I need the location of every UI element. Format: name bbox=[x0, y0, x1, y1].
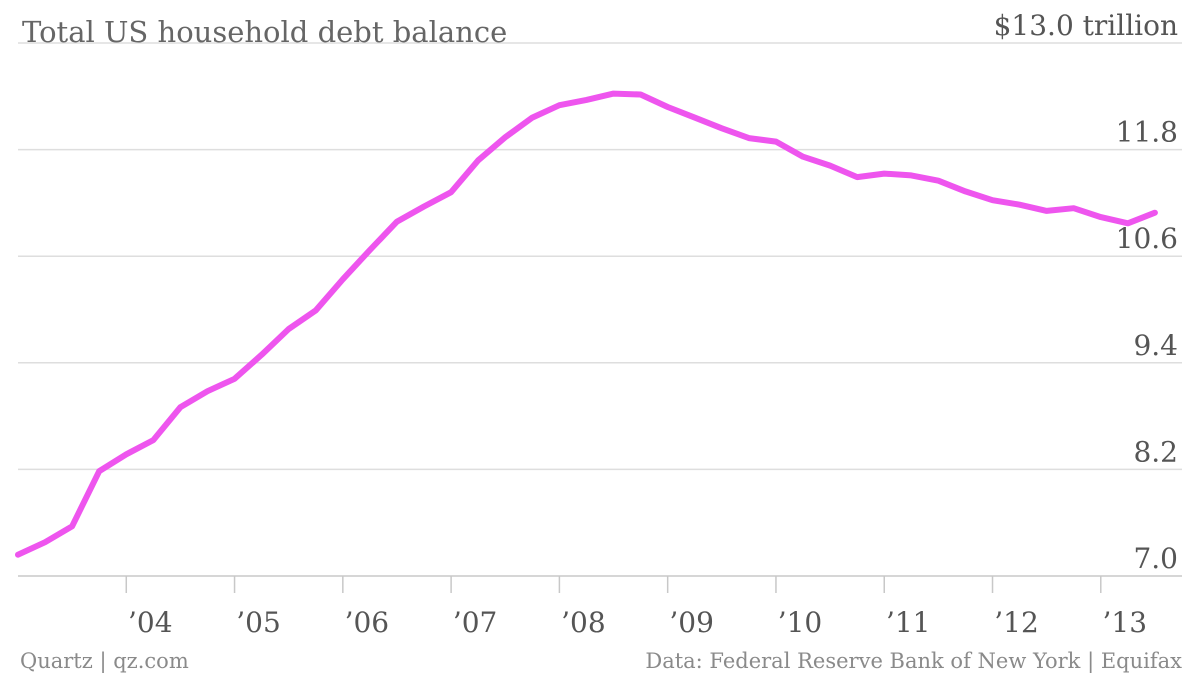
series-lines bbox=[15, 90, 1158, 558]
y-axis-tick-labels: 7.0 8.2 9.4 10.6 11.8 $13.0 trillion bbox=[994, 9, 1178, 575]
x-tick-label: ’04 bbox=[128, 606, 173, 639]
y-tick-label: 10.6 bbox=[1116, 222, 1178, 255]
x-tick-label: ’11 bbox=[886, 606, 931, 639]
x-axis-tick-labels: ’04 ’05 ’06 ’07 ’08 ’09 ’10 ’11 ’12 ’13 bbox=[128, 606, 1147, 639]
x-tick-label: ’08 bbox=[561, 606, 606, 639]
y-tick-label: 8.2 bbox=[1133, 435, 1178, 468]
x-tick-label: ’09 bbox=[669, 606, 714, 639]
x-tick-label: ’07 bbox=[453, 606, 498, 639]
footer-source: Data: Federal Reserve Bank of New York |… bbox=[645, 649, 1182, 674]
x-tick-label: ’06 bbox=[345, 606, 390, 639]
y-tick-label: 7.0 bbox=[1133, 542, 1178, 575]
x-tick-label: ’12 bbox=[994, 606, 1039, 639]
x-tick-label: ’10 bbox=[778, 606, 823, 639]
chart-title: Total US household debt balance bbox=[22, 15, 507, 49]
y-tick-label: 9.4 bbox=[1133, 329, 1178, 362]
y-tick-label: 11.8 bbox=[1116, 116, 1178, 149]
x-tick-label: ’13 bbox=[1103, 606, 1148, 639]
footer-credit: Quartz | qz.com bbox=[20, 649, 189, 674]
x-axis bbox=[18, 575, 1182, 593]
series-line-0 bbox=[15, 90, 1158, 558]
y-tick-label: $13.0 trillion bbox=[994, 9, 1178, 42]
x-tick-label: ’05 bbox=[236, 606, 281, 639]
gridlines bbox=[18, 42, 1182, 471]
